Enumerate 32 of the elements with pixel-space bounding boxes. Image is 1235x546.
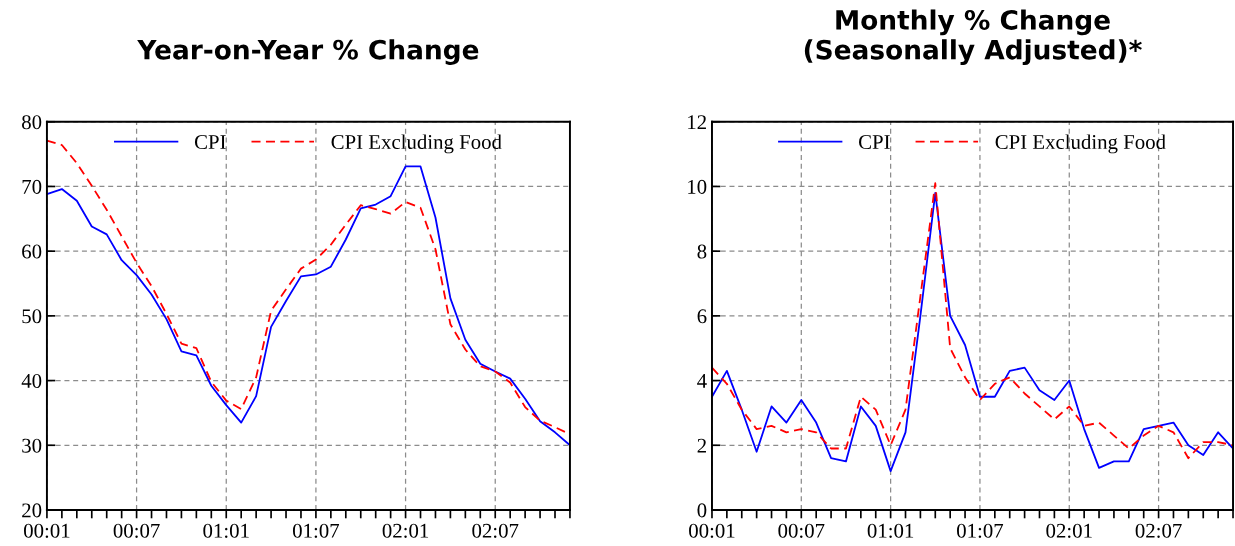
x-tick-label: 00:07 [113,523,160,538]
chart-title: Monthly % Change (Seasonally Adjusted)* [804,9,1142,65]
x-tick-label: 01:01 [867,523,914,538]
x-tick-label: 00:07 [778,523,825,538]
y-tick-label: 0 [697,503,707,518]
x-tick-label: 01:07 [292,523,340,538]
x-tick-label: 02:01 [1046,523,1092,538]
y-tick-label: 80 [22,115,42,130]
x-tick-label: 02:07 [472,523,519,538]
legend-label: CPI [859,135,890,150]
x-tick-label: 00:01 [689,523,735,538]
y-tick-label: 70 [22,179,42,194]
y-tick-label: 6 [697,309,707,324]
y-tick-label: 30 [22,438,42,453]
x-tick-label: 01:07 [957,523,1004,538]
legend-label: CPI Excluding Food [331,134,502,154]
y-tick-label: 12 [688,115,706,129]
legend-label: CPI [194,135,226,150]
y-tick-label: 50 [22,309,42,324]
y-tick-label: 20 [22,503,42,518]
y-tick-label: 8 [697,244,707,259]
x-tick-label: 02:07 [1135,523,1182,538]
x-tick-label: 02:01 [382,523,429,538]
chart-title: Year-on-Year % Change [137,39,479,65]
legend-label: CPI Excluding Food [995,134,1166,154]
y-tick-label: 60 [22,244,42,259]
y-tick-label: 2 [697,438,706,453]
y-tick-label: 4 [697,374,707,388]
x-tick-label: 00:01 [24,523,70,538]
x-tick-label: 01:01 [203,523,249,538]
y-tick-label: 10 [688,179,707,194]
y-tick-label: 40 [21,373,42,388]
